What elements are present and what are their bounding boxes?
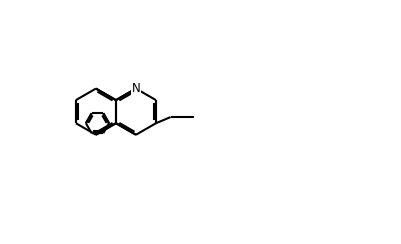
Text: N: N: [131, 82, 140, 95]
